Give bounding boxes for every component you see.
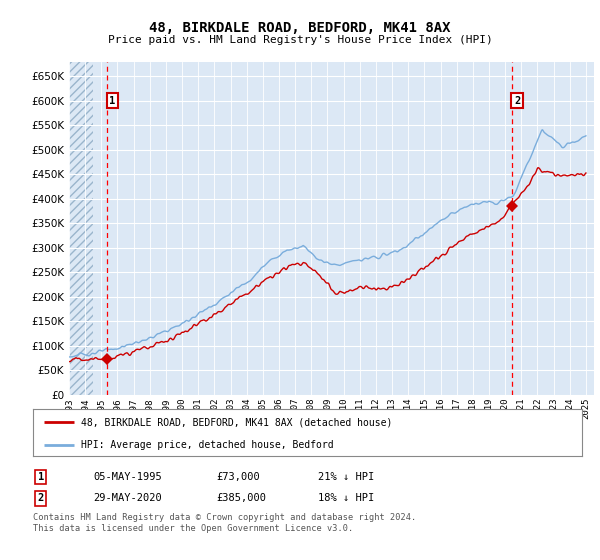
Text: 05-MAY-1995: 05-MAY-1995 [93,472,162,482]
Text: 29-MAY-2020: 29-MAY-2020 [93,493,162,503]
Text: £385,000: £385,000 [216,493,266,503]
Text: 21% ↓ HPI: 21% ↓ HPI [318,472,374,482]
Text: 2: 2 [514,96,520,106]
Text: 18% ↓ HPI: 18% ↓ HPI [318,493,374,503]
Text: Contains HM Land Registry data © Crown copyright and database right 2024.: Contains HM Land Registry data © Crown c… [33,513,416,522]
Text: 2: 2 [38,493,44,503]
Text: HPI: Average price, detached house, Bedford: HPI: Average price, detached house, Bedf… [82,440,334,450]
Text: 1: 1 [38,472,44,482]
Text: 48, BIRKDALE ROAD, BEDFORD, MK41 8AX: 48, BIRKDALE ROAD, BEDFORD, MK41 8AX [149,21,451,35]
Polygon shape [69,62,93,395]
Text: £73,000: £73,000 [216,472,260,482]
Text: 48, BIRKDALE ROAD, BEDFORD, MK41 8AX (detached house): 48, BIRKDALE ROAD, BEDFORD, MK41 8AX (de… [82,417,392,427]
Text: Price paid vs. HM Land Registry's House Price Index (HPI): Price paid vs. HM Land Registry's House … [107,35,493,45]
Text: 1: 1 [109,96,116,106]
Text: This data is licensed under the Open Government Licence v3.0.: This data is licensed under the Open Gov… [33,524,353,533]
